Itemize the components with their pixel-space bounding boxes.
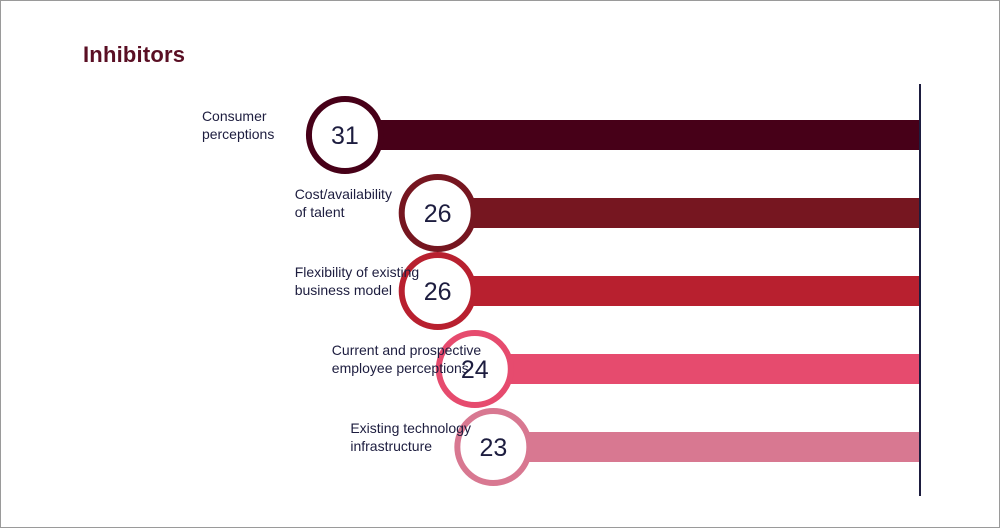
category-label-4: Current and prospective employee percepti… [332, 341, 532, 377]
data-label-4: 24 [461, 356, 489, 384]
value-badge-4 [435, 330, 514, 408]
category-label-5: Existing technology infrastructure [350, 419, 550, 455]
data-label-1: 31 [331, 122, 359, 150]
value-badge-1 [305, 96, 384, 174]
data-label-5: 23 [479, 434, 507, 462]
value-badge-3 [398, 252, 477, 330]
category-label-4-line-1: Current and prospective [331, 342, 482, 358]
category-label-5-line-1: Existing technology [350, 420, 471, 436]
data-label-3: 26 [424, 278, 452, 306]
bar-3 [437, 276, 920, 306]
bar-4 [474, 354, 920, 384]
category-label-1-line-2: perceptions [201, 126, 275, 142]
category-label-5-line-2: infrastructure [350, 438, 433, 454]
value-badge-2 [398, 174, 477, 252]
category-label-4-line-2: employee perceptions [331, 360, 469, 376]
value-badge-5 [454, 408, 533, 486]
category-label-1: Consumer perceptions [202, 107, 402, 143]
category-label-1-line-1: Consumer [201, 108, 267, 124]
category-label-3-line-2: business model [294, 282, 392, 298]
bar-1 [344, 120, 920, 150]
category-label-2-line-1: Cost/availability [294, 186, 392, 202]
bar-5 [493, 432, 920, 462]
category-label-2-line-2: of talent [294, 204, 345, 220]
bar-2 [437, 198, 920, 228]
category-label-2: Cost/availability of talent [295, 185, 495, 221]
data-label-2: 26 [424, 200, 452, 228]
chart-title: Inhibitors [83, 42, 186, 67]
category-label-3: Flexibility of existing business model [295, 263, 495, 299]
category-label-3-line-1: Flexibility of existing [294, 264, 420, 280]
